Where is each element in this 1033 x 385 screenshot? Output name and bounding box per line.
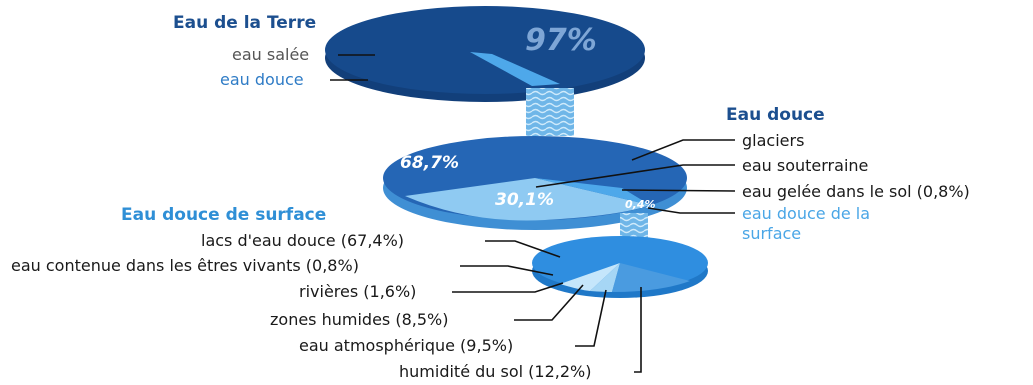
surface-water-disc bbox=[532, 236, 708, 298]
soil-moisture-slice bbox=[612, 263, 690, 292]
surface-water-slice bbox=[535, 178, 650, 205]
surface-fresh-water-leader-line bbox=[647, 207, 735, 214]
groundwater-leader-line bbox=[535, 164, 735, 188]
surface-water-title: Eau douce de surface bbox=[121, 205, 326, 225]
glaciers-leader-line bbox=[631, 139, 735, 161]
fresh-water-label: eau douce bbox=[220, 70, 304, 89]
lakes-leader-line bbox=[485, 240, 561, 258]
soil-moisture-label: humidité du sol (12,2%) bbox=[399, 362, 591, 381]
atmospheric-water-label: eau atmosphérique (9,5%) bbox=[299, 336, 513, 355]
atmospheric-water-leader-line bbox=[575, 289, 607, 347]
wetlands-leader-line bbox=[514, 284, 584, 321]
living-beings-water-label: eau contenue dans les êtres vivants (0,8… bbox=[11, 256, 359, 275]
rivers-leader-line bbox=[452, 282, 564, 293]
living-beings-leader-line bbox=[460, 265, 554, 276]
wetlands-slice bbox=[560, 263, 620, 291]
surface-fresh-water-label-line2: surface bbox=[742, 224, 801, 243]
glaciers-label: glaciers bbox=[742, 131, 804, 150]
surface-water-percentage: 0,4% bbox=[625, 198, 656, 211]
soil-moisture-leader-line bbox=[634, 287, 642, 373]
earth-water-title: Eau de la Terre bbox=[173, 13, 316, 33]
wetlands-label: zones humides (8,5%) bbox=[270, 310, 448, 329]
groundwater-slice bbox=[405, 178, 650, 221]
salt-water-percentage: 97% bbox=[525, 23, 597, 58]
frozen-soil-leader-line bbox=[621, 189, 736, 192]
earth-water-disc: 97% 3% bbox=[325, 6, 645, 109]
frozen-soil-label: eau gelée dans le sol (0,8%) bbox=[742, 182, 970, 201]
atmospheric-water-slice bbox=[590, 263, 620, 292]
lakes-label: lacs d'eau douce (67,4%) bbox=[201, 231, 404, 250]
fresh-water-title: Eau douce bbox=[726, 105, 825, 125]
surface-fresh-water-label-line1: eau douce de la bbox=[742, 204, 870, 223]
earth-disc-top bbox=[325, 6, 645, 94]
rivers-label: rivières (1,6%) bbox=[299, 282, 416, 301]
glaciers-percentage: 68,7% bbox=[400, 153, 459, 173]
groundwater-percentage: 30,1% bbox=[495, 190, 554, 210]
salt-water-label: eau salée bbox=[232, 45, 309, 64]
groundwater-label: eau souterraine bbox=[742, 156, 868, 175]
fresh-water-disc: 68,7% 30,1% 0,4% bbox=[383, 136, 687, 230]
fresh-water-slice bbox=[470, 52, 560, 86]
